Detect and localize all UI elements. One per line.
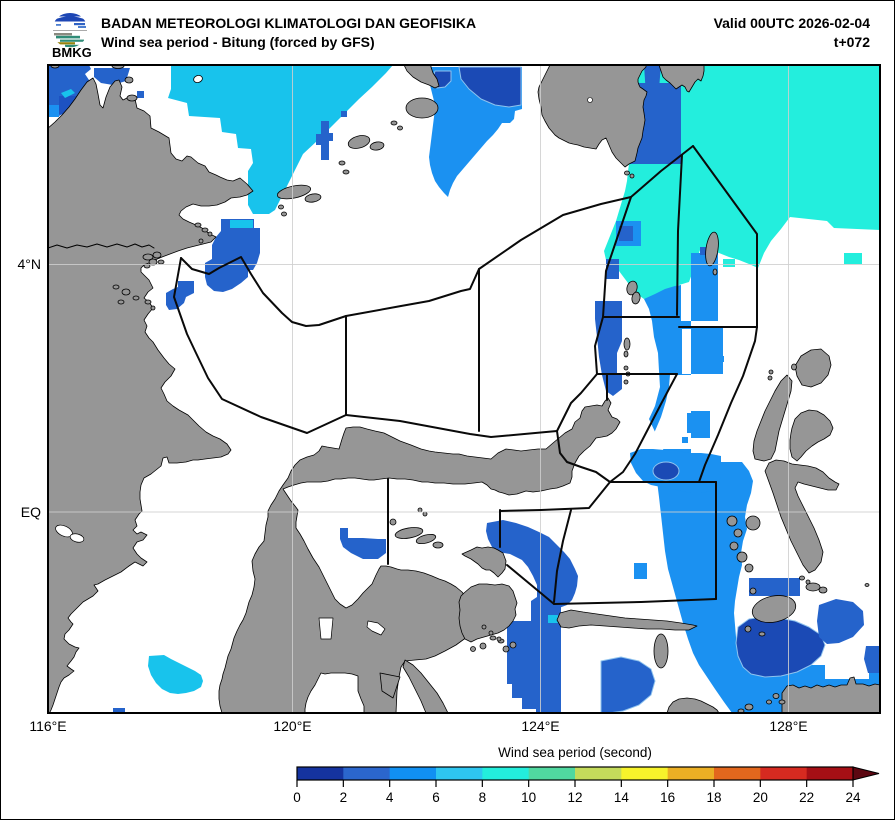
svg-text:6: 6 <box>432 790 440 805</box>
svg-text:Wind sea period (second): Wind sea period (second) <box>498 745 652 760</box>
svg-text:0: 0 <box>293 790 301 805</box>
svg-text:4: 4 <box>386 790 394 805</box>
svg-text:2: 2 <box>340 790 348 805</box>
svg-text:24: 24 <box>845 790 861 805</box>
svg-text:t+072: t+072 <box>834 34 870 50</box>
svg-text:124°E: 124°E <box>521 718 559 734</box>
svg-text:EQ: EQ <box>21 504 41 520</box>
svg-text:Wind sea period - Bitung (forc: Wind sea period - Bitung (forced by GFS) <box>101 34 375 50</box>
svg-text:18: 18 <box>706 790 721 805</box>
svg-text:14: 14 <box>614 790 630 805</box>
svg-text:22: 22 <box>799 790 814 805</box>
svg-text:10: 10 <box>521 790 536 805</box>
svg-text:BMKG: BMKG <box>52 45 92 60</box>
svg-text:128°E: 128°E <box>769 718 807 734</box>
svg-text:116°E: 116°E <box>29 718 66 734</box>
svg-text:Valid 00UTC 2026-02-04: Valid 00UTC 2026-02-04 <box>714 15 871 31</box>
svg-text:BADAN METEOROLOGI KLIMATOLOGI: BADAN METEOROLOGI KLIMATOLOGI DAN GEOFIS… <box>101 15 476 31</box>
svg-text:4°N: 4°N <box>18 256 42 272</box>
svg-text:20: 20 <box>753 790 768 805</box>
svg-text:8: 8 <box>479 790 487 805</box>
svg-text:120°E: 120°E <box>273 718 311 734</box>
svg-text:12: 12 <box>567 790 582 805</box>
svg-text:16: 16 <box>660 790 675 805</box>
